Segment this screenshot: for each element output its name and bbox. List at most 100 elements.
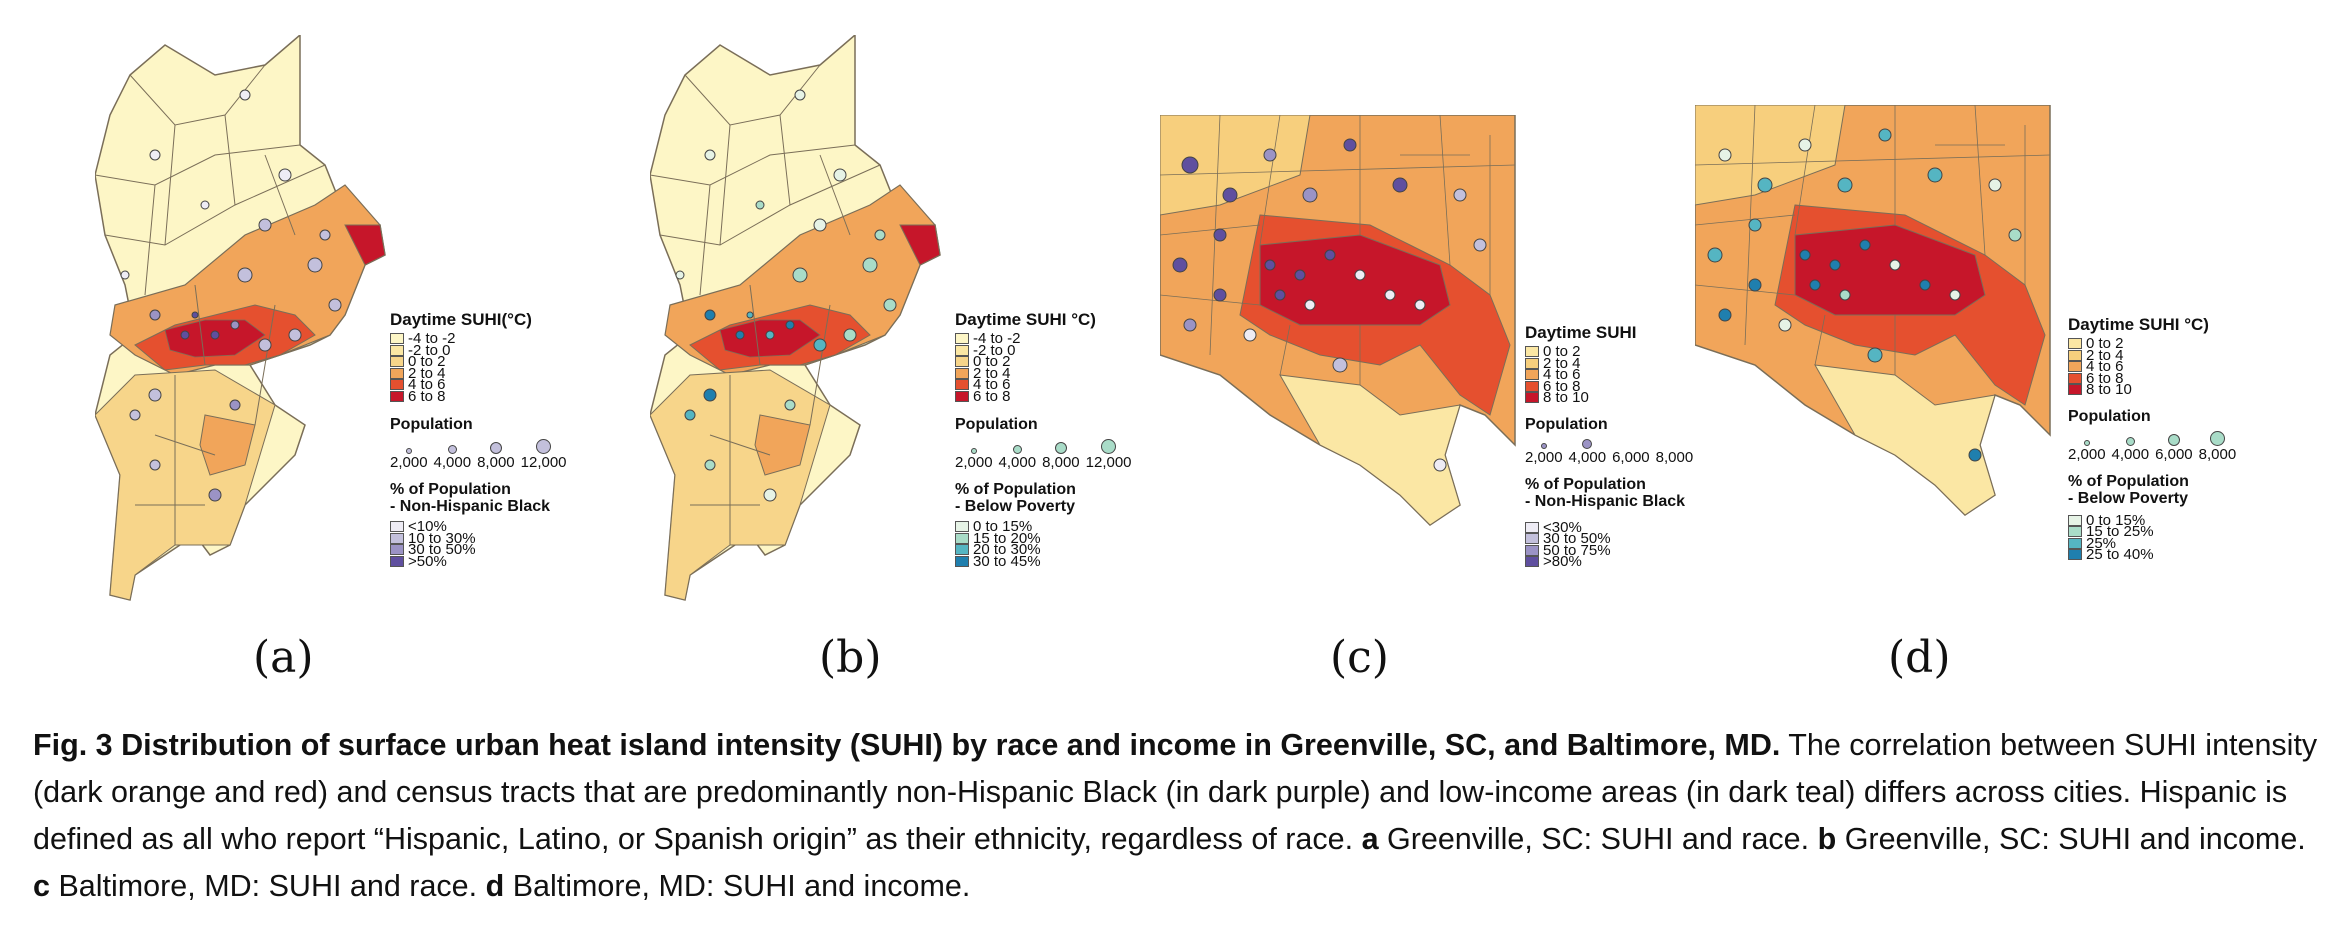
population-label: 4,000 [433,454,472,471]
percent-legend-title: % of Population [1525,475,1646,493]
suhi-class-label: 4 to 6 [2086,358,2124,376]
suhi-class: 6 to 8 [1525,377,1699,395]
population-circle [489,442,502,454]
swatch [2068,549,2082,561]
population-legend: 2,000 4,000 6,000 8,000 [2068,430,2242,463]
suhi-class: 6 to 8 [955,389,1138,404]
population-item: 2,000 [390,448,428,471]
caption-c-text: Baltimore, MD: SUHI and race. [49,869,486,903]
percent-class-label: <10% [408,518,447,536]
swatch [2068,349,2082,361]
population-circle [1012,445,1022,454]
suhi-class-label: 8 to 10 [2086,381,2132,399]
population-legend-title: Population [1525,415,1608,433]
suhi-class-label: 0 to 2 [408,353,446,371]
suhi-class: 2 to 4 [2068,348,2242,363]
suhi-class: 0 to 2 [955,353,1138,371]
suhi-legend-title: Daytime SUHI [1525,323,1637,342]
population-circle [1054,442,1067,454]
percent-class-label: 30 to 50% [1543,530,1611,548]
population-item: 2,000 [955,448,993,471]
swatch [390,544,404,556]
suhi-class-label: 0 to 2 [973,353,1011,371]
swatch [2068,537,2082,549]
percent-class-label: 0 to 15% [973,518,1033,536]
population-label: 4,000 [2111,445,2150,463]
suhi-class-label: 4 to 6 [973,376,1011,394]
swatch [1525,346,1539,358]
baltimore-map-income [1695,105,2051,516]
percent-class: 15 to 20% [955,529,1138,547]
panel-label-a: (a) [253,632,314,683]
percent-class: >50% [390,554,573,569]
swatch [1525,521,1539,533]
swatch [1525,533,1539,545]
greenville-map-income [650,35,941,601]
suhi-class: 6 to 8 [390,389,573,404]
percent-class: <10% [390,518,573,536]
swatch [390,379,404,391]
population-item: 4,000 [2111,436,2150,463]
suhi-class: 4 to 6 [1525,366,1699,384]
swatch [390,390,404,402]
swatch [1525,380,1539,392]
greenville-map-race [95,35,386,601]
population-legend-title: Population [2068,407,2151,425]
population-circle [1582,438,1593,449]
population-label: 6,000 [2155,445,2193,463]
population-label: 12,000 [1085,454,1132,471]
population-item: 4,000 [999,445,1036,471]
swatch [390,532,404,544]
caption-fig-label: Fig. 3 [33,728,113,762]
suhi-class-label: -2 to 0 [973,341,1016,359]
suhi-class-label: -4 to -2 [408,330,456,348]
population-label: 8,000 [1655,448,1694,466]
caption-b-marker: b [1817,822,1837,856]
population-item: 8,000 [1656,449,1694,466]
percent-class-label: 15 to 25% [2086,523,2154,541]
percent-legend-subtitle: - Below Poverty [2068,489,2189,507]
population-legend-title: Population [390,416,473,433]
percent-class-label: 15 to 20% [973,529,1041,547]
percent-class: 10 to 30% [390,531,573,546]
percent-class-label: <30% [1543,518,1582,536]
suhi-class: 8 to 10 [2068,381,2242,399]
swatch [955,544,969,556]
population-item: 6,000 [2155,433,2193,463]
population-item: 4,000 [433,445,472,471]
swatch [955,390,969,402]
suhi-classes: -4 to -2 -2 to 0 0 to 2 2 to 4 4 to 6 6 … [390,330,573,404]
swatch [2068,372,2082,384]
suhi-class: 2 to 4 [390,366,573,381]
suhi-class-label: 2 to 4 [973,364,1011,382]
swatch [955,333,969,345]
suhi-class-label: 4 to 6 [1543,366,1581,384]
panel-label-b: (b) [819,632,882,683]
legend-b: Daytime SUHI °C) -4 to -2 -2 to 0 0 to 2… [955,310,1138,569]
population-label: 2,000 [1525,448,1563,466]
suhi-classes: 0 to 2 2 to 4 4 to 6 6 to 8 8 to 10 [1525,344,1699,405]
swatch [955,521,969,533]
swatch [955,379,969,391]
population-item: 6,000 [1612,449,1650,466]
population-circle [1540,442,1547,449]
percent-legend-title: % of Population [390,481,511,498]
suhi-class-label: 6 to 8 [2086,369,2124,387]
population-circle [970,448,977,454]
suhi-class-label: 4 to 6 [408,376,446,394]
population-label: 8,000 [477,454,515,471]
caption-title: Distribution of surface urban heat islan… [121,728,1781,762]
population-item: 12,000 [1086,439,1132,471]
percent-legend-subtitle: - Below Poverty [955,498,1076,515]
population-item: 8,000 [1042,442,1080,471]
percent-class: >80% [1525,554,1699,569]
percent-legend-subtitle: - Non-Hispanic Black [390,498,551,515]
population-circle [447,445,457,454]
suhi-class-label: 6 to 8 [1543,377,1581,395]
suhi-class-label: -4 to -2 [973,330,1021,348]
caption-d-text: Baltimore, MD: SUHI and income. [504,869,971,903]
legend-d: Daytime SUHI °C) 0 to 2 2 to 4 4 to 6 6 … [2068,315,2242,562]
population-circle [2167,433,2180,446]
population-legend: 2,000 4,000 6,000 8,000 [1525,438,1699,466]
population-label: 6,000 [1612,448,1650,466]
